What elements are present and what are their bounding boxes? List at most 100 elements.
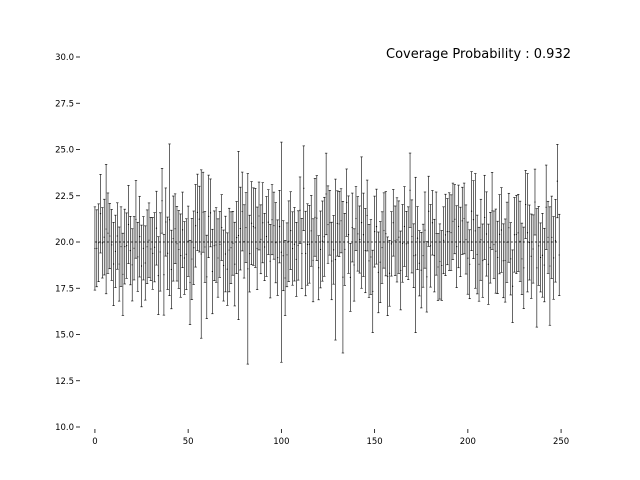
interval-156 [384,191,388,277]
interval-17 [125,212,128,279]
interval-23 [136,221,140,292]
interval-10 [112,222,115,306]
interval-26 [142,216,145,281]
interval-6 [104,164,108,295]
interval-130 [336,190,339,257]
interval-96 [272,191,276,260]
interval-92 [265,196,268,277]
interval-248 [556,144,559,219]
interval-232 [526,173,529,293]
interval-147 [367,224,371,298]
interval-159 [390,211,393,277]
interval-153 [379,221,382,304]
interval-236 [533,168,537,236]
y-tick-label: 27.5 [55,99,74,109]
interval-101 [282,220,285,292]
interval-136 [347,195,350,274]
interval-143 [360,156,363,289]
interval-27 [144,225,147,301]
interval-151 [375,188,378,265]
interval-122 [321,200,324,282]
interval-193 [453,184,456,255]
interval-14 [119,206,123,287]
interval-214 [492,210,496,279]
interval-249 [558,213,561,296]
interval-152 [377,231,380,314]
x-tick-label: 150 [366,437,382,447]
interval-66 [216,218,220,298]
interval-226 [515,194,518,274]
interval-177 [423,191,427,269]
interval-7 [106,192,110,274]
interval-114 [306,203,309,286]
interval-219 [502,223,505,299]
interval-228 [518,200,522,282]
interval-45 [177,210,181,289]
interval-197 [461,186,464,255]
interval-207 [479,198,483,281]
interval-149 [371,249,374,333]
interval-164 [399,230,402,311]
interval-29 [147,202,151,278]
interval-155 [382,192,386,269]
interval-187 [442,206,445,275]
interval-85 [252,187,255,266]
interval-43 [173,193,177,264]
interval-141 [356,196,360,272]
interval-169 [408,152,412,228]
interval-218 [500,187,503,273]
interval-79 [241,171,244,252]
interval-127 [330,221,333,301]
interval-202 [470,171,473,251]
interval-31 [151,217,154,290]
interval-182 [433,218,436,293]
interval-116 [310,195,313,267]
interval-76 [235,201,238,274]
x-tick-label: 0 [92,437,97,447]
interval-224 [511,249,514,323]
interval-144 [362,192,365,277]
interval-68 [220,194,223,261]
interval-133 [341,201,345,354]
interval-49 [185,218,188,290]
interval-54 [194,184,197,268]
interval-209 [483,174,486,260]
interval-93 [267,189,270,255]
interval-190 [448,192,451,271]
interval-131 [337,191,341,257]
interval-208 [481,223,484,298]
interval-199 [464,204,468,275]
interval-205 [475,214,479,295]
interval-246 [552,216,555,300]
y-axis: 10.0 12.5 15.0 17.5 20.0 22.5 25.0 27.5 30.0 [55,53,80,433]
interval-234 [530,213,533,299]
x-tick-label: 250 [553,437,569,447]
interval-82 [246,173,250,365]
interval-176 [421,223,425,288]
interval-196 [459,206,462,277]
interval-204 [474,173,477,289]
interval-171 [412,223,415,288]
interval-188 [444,193,447,276]
interval-157 [386,236,389,316]
interval-125 [326,185,330,264]
y-tick-label: 12.5 [55,377,74,387]
interval-134 [343,213,346,286]
interval-42 [172,195,175,282]
interval-86 [254,188,257,268]
interval-238 [537,206,540,286]
interval-225 [513,197,516,273]
interval-235 [531,214,535,284]
interval-121 [319,210,322,289]
interval-1 [95,209,98,288]
interval-12 [116,202,119,270]
interval-216 [496,220,499,294]
interval-107 [293,207,296,282]
interval-37 [162,234,166,316]
interval-138 [351,192,354,263]
interval-110 [298,176,302,244]
interval-146 [365,179,369,252]
interval-245 [550,195,553,279]
interval-56 [198,185,201,253]
